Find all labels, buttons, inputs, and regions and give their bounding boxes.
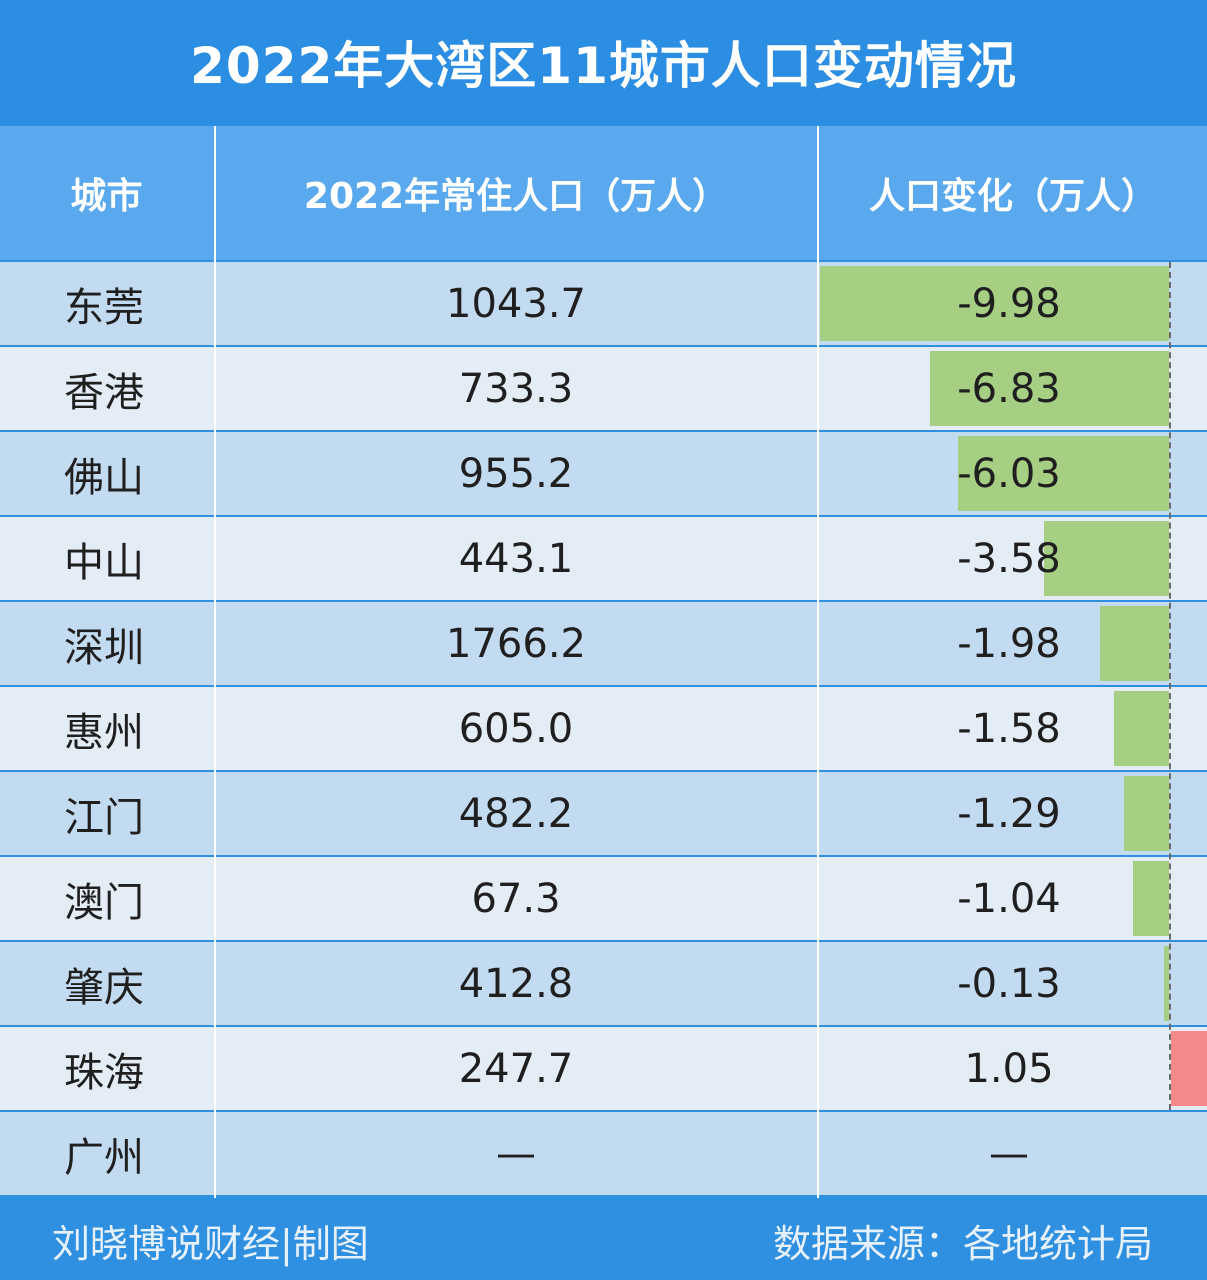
table-row: 江门 482.2 -1.29: [0, 772, 1207, 855]
population-cell: 443.1: [458, 535, 574, 582]
city-cell: 香港: [64, 369, 144, 416]
table-row: 惠州 605.0 -1.58: [0, 687, 1207, 770]
change-cell: -1.58: [957, 705, 1061, 752]
header-row: 城市 2022年常住人口（万人） 人口变化（万人）: [0, 126, 1207, 260]
population-cell: 482.2: [458, 790, 574, 837]
table-row: 香港 733.3 -6.83: [0, 347, 1207, 430]
change-bar: [1171, 1031, 1207, 1106]
footer: 刘晓博说财经|制图 数据来源：各地统计局: [0, 1200, 1207, 1280]
city-cell: 肇庆: [64, 964, 144, 1011]
table-row: 深圳 1766.2 -1.98: [0, 602, 1207, 685]
table-row: 广州 — —: [0, 1112, 1207, 1195]
change-cell: -3.58: [957, 535, 1061, 582]
city-cell: 中山: [64, 539, 144, 586]
change-cell: -1.29: [957, 790, 1061, 837]
population-cell: 1766.2: [446, 620, 586, 667]
credit-text: 刘晓博说财经|制图: [52, 1221, 369, 1266]
change-cell: -6.03: [957, 450, 1061, 497]
change-bar: [929, 351, 1169, 426]
column-divider: [214, 126, 216, 1198]
population-cell: —: [496, 1130, 536, 1177]
change-bar: [1123, 776, 1169, 851]
change-bar: [1043, 521, 1169, 596]
source-text: 数据来源：各地统计局: [772, 1221, 1153, 1266]
population-cell: 955.2: [458, 450, 574, 497]
table-row: 佛山 955.2 -6.03: [0, 432, 1207, 515]
table-row: 东莞 1043.7 -9.98: [0, 262, 1207, 345]
table-row: 肇庆 412.8 -0.13: [0, 942, 1207, 1025]
city-cell: 江门: [64, 794, 144, 841]
change-bar: [1099, 606, 1169, 681]
change-cell: 1.05: [964, 1045, 1054, 1092]
population-cell: 733.3: [458, 365, 574, 412]
change-bar: [1164, 946, 1169, 1021]
city-cell: 佛山: [64, 454, 144, 501]
city-cell: 惠州: [64, 709, 144, 756]
change-cell: -1.98: [957, 620, 1061, 667]
city-cell: 深圳: [64, 624, 144, 671]
change-cell: -6.83: [957, 365, 1061, 412]
zero-axis-line: [1169, 262, 1171, 1110]
city-cell: 珠海: [64, 1049, 144, 1096]
city-cell: 澳门: [64, 879, 144, 926]
change-cell: -9.98: [957, 280, 1061, 327]
city-cell: 广州: [64, 1134, 144, 1181]
population-cell: 67.3: [471, 875, 561, 922]
header-city: 城市: [70, 176, 143, 217]
column-divider: [817, 126, 819, 1198]
change-bar: [957, 436, 1169, 511]
change-cell: -1.04: [957, 875, 1061, 922]
population-cell: 605.0: [458, 705, 574, 752]
population-cell: 412.8: [458, 960, 574, 1007]
population-cell: 247.7: [458, 1045, 574, 1092]
city-cell: 东莞: [64, 284, 144, 331]
change-bar: [1132, 861, 1169, 936]
table-row: 澳门 67.3 -1.04: [0, 857, 1207, 940]
population-cell: 1043.7: [446, 280, 586, 327]
change-cell: -0.13: [957, 960, 1061, 1007]
change-bar: [1113, 691, 1169, 766]
title-bar: 2022年大湾区11城市人口变动情况: [0, 0, 1207, 124]
change-bar: [819, 266, 1169, 341]
change-cell: —: [989, 1130, 1029, 1177]
header-change: 人口变化（万人）: [868, 176, 1157, 217]
header-population: 2022年常住人口（万人）: [303, 176, 729, 217]
table-title: 2022年大湾区11城市人口变动情况: [190, 37, 1017, 95]
table-row: 中山 443.1 -3.58: [0, 517, 1207, 600]
table-row: 珠海 247.7 1.05: [0, 1027, 1207, 1110]
